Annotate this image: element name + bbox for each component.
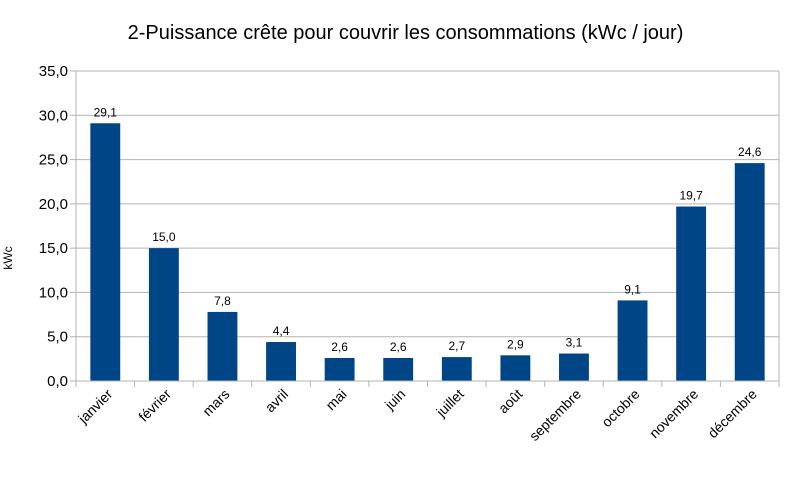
bars [90, 123, 765, 381]
y-axis-label: kWc [1, 246, 15, 269]
bar-mai [324, 357, 355, 381]
bar-avril [266, 342, 296, 381]
x-tick-label: juin [381, 386, 408, 413]
bar-juin [383, 357, 414, 381]
x-tick-label: mai [322, 386, 349, 413]
data-label: 2,7 [448, 339, 465, 353]
x-tick-label: octobre [598, 386, 642, 430]
x-tick-label: janvier [74, 386, 115, 427]
bar-août [500, 355, 531, 381]
bar-octobre [617, 300, 648, 381]
y-tick-label: 15,0 [39, 240, 68, 257]
y-tick-label: 30,0 [39, 107, 68, 124]
data-label: 19,7 [679, 189, 703, 203]
grid-lines [75, 70, 780, 382]
x-axis-ticks: janvier février mars avril mai juin juillet aoû… [74, 380, 780, 444]
data-labels: 29,1 15,0 7,8 4,4 2,6 2,6 2,7 2,9 3,1 9,1 19,7 24,6 [94, 105, 762, 354]
data-label: 7,8 [214, 294, 231, 308]
x-tick-label: avril [262, 386, 291, 415]
bar-mars [207, 311, 238, 381]
y-tick-label: 25,0 [39, 152, 68, 169]
x-tick-label: décembre [704, 386, 759, 441]
data-label: 4,4 [273, 324, 290, 338]
bar-décembre [734, 163, 765, 381]
bar-novembre [676, 206, 707, 381]
x-tick-label: juillet [432, 386, 467, 421]
bar-septembre [559, 353, 589, 381]
y-axis-ticks: 0,0 5,0 10,0 15,0 20,0 25,0 30,0 35,0 [39, 63, 76, 390]
data-label: 3,1 [566, 336, 583, 350]
bar-janvier [90, 123, 121, 381]
y-tick-label: 0,0 [47, 373, 68, 390]
y-tick-label: 10,0 [39, 284, 68, 301]
data-label: 9,1 [624, 282, 641, 296]
bar-février [148, 248, 179, 381]
chart-title: 2-Puissance crête pour couvrir les conso… [127, 22, 684, 44]
data-label: 2,6 [390, 340, 407, 354]
x-tick-label: août [495, 386, 526, 417]
data-label: 29,1 [94, 105, 118, 119]
data-label: 2,9 [507, 337, 524, 351]
data-label: 24,6 [738, 145, 762, 159]
x-tick-label: septembre [526, 386, 584, 444]
x-tick-label: mars [199, 386, 232, 419]
data-label: 2,6 [331, 340, 348, 354]
x-tick-label: novembre [646, 386, 701, 441]
y-tick-label: 35,0 [39, 63, 68, 80]
y-tick-label: 20,0 [39, 196, 68, 213]
data-label: 15,0 [152, 230, 176, 244]
y-tick-label: 5,0 [47, 329, 68, 346]
x-tick-label: février [135, 386, 174, 425]
bar-juillet [441, 357, 472, 381]
